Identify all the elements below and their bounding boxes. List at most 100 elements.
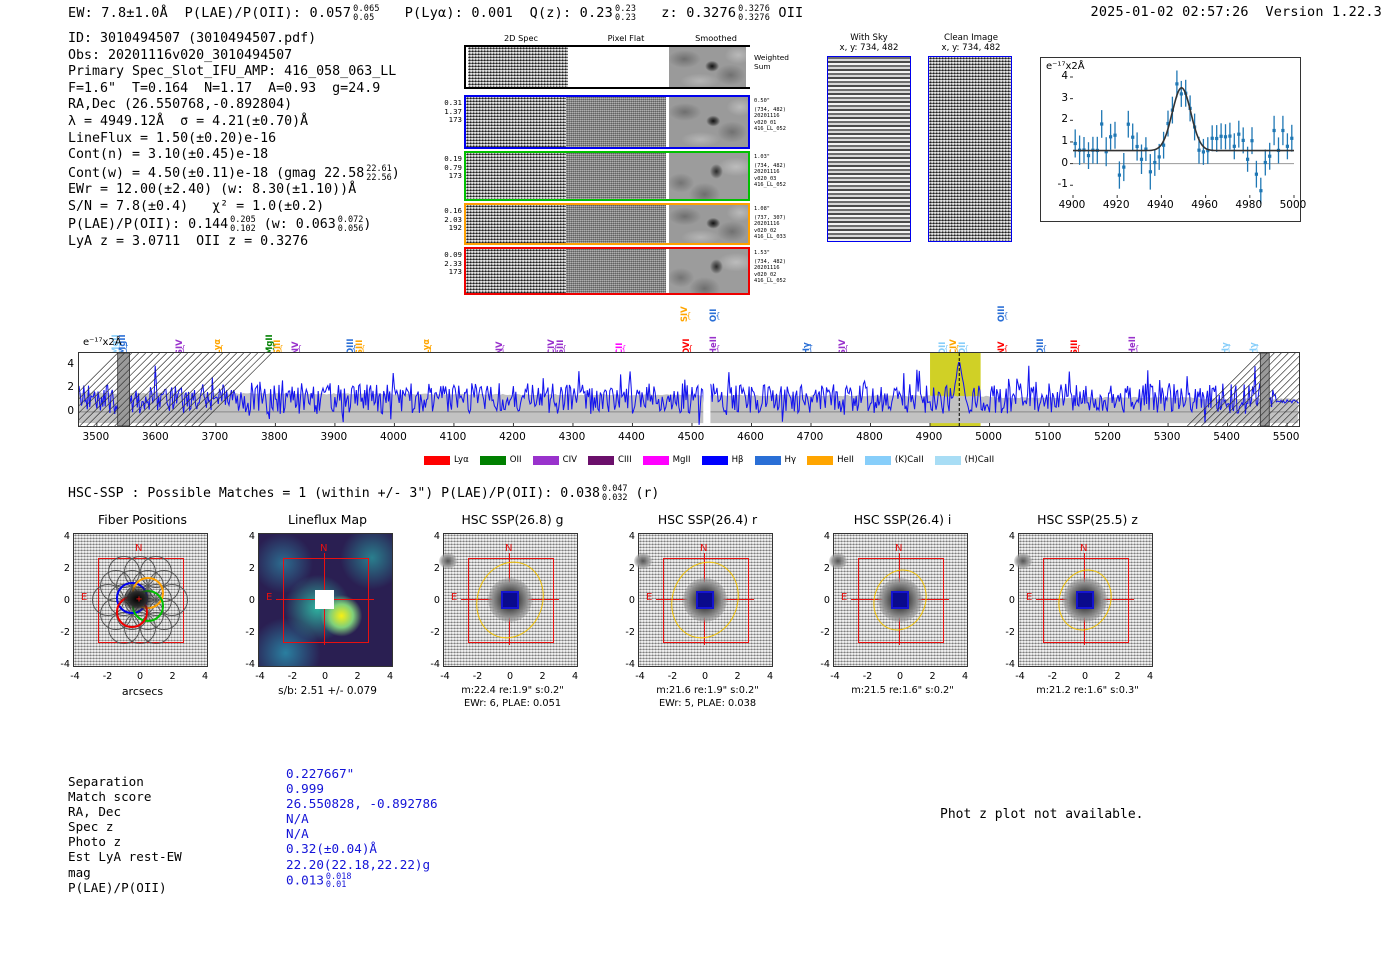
spec2d-stat: 0.09	[444, 250, 462, 259]
spec2d-row-stats: 0.19 0.79 173	[432, 154, 462, 181]
header-plae-range: 0.065 0.05	[353, 4, 380, 23]
cutout-panel: HSC SSP(26.4) i N E -4 -2 0 2 4 4 2 0 -2 -4 m:21.5 re…	[815, 512, 990, 722]
cutout-footer-photometry: m:21.6 re:1.9" s:0.2"	[656, 685, 759, 696]
spec2d-row-stats: 0.31 1.37 173	[432, 98, 462, 125]
spec2d-row-stats: 0.16 2.03 192	[432, 206, 462, 233]
spectrum-legend-item: (H)CaII	[934, 455, 994, 465]
cutout-crosshair	[258, 533, 393, 667]
cutout-ytick: 2	[63, 563, 70, 574]
cutout-xtick: 4	[1146, 671, 1154, 682]
cutout-ytick: -2	[430, 627, 440, 638]
cutout-ytick: 0	[823, 595, 830, 606]
spec2d-stat: 0.31	[444, 98, 462, 107]
cutout-ytick: 2	[433, 563, 440, 574]
spec2d-row-meta: 0.50" (734, 482) 20201116 v020_01 416_LL_052	[754, 98, 814, 133]
spectrum-line-bracket: {	[687, 344, 694, 353]
spectrum-legend-item: Lyα	[424, 455, 469, 465]
legend-swatch	[701, 455, 728, 465]
cutout-xtick: -2	[862, 671, 873, 682]
spec2d-ws-smoothed-image	[669, 47, 746, 87]
cutout-detection-box	[891, 591, 909, 609]
zoomplot-ytick: -1	[1057, 178, 1068, 191]
zoomplot-flux-units: e⁻¹⁷x2Å	[1046, 61, 1085, 72]
spectrum-xtick: 3600	[141, 431, 169, 443]
cutout-xtick: 4	[766, 671, 774, 682]
spec2d-stat: 192	[448, 223, 462, 233]
withsky-title: With Sky x, y: 734, 482	[826, 33, 912, 53]
spectrum-flux-units: e⁻¹⁷x2Å	[83, 337, 122, 348]
cutout-title: HSC SSP(26.4) i	[853, 512, 952, 527]
cutout-aperture-box	[468, 558, 554, 643]
spec2d-meta: 1.03"	[754, 154, 770, 160]
zoomplot-ytick: 4	[1061, 69, 1068, 82]
spec2d-divider	[666, 97, 669, 147]
match-value: 0.999	[286, 781, 324, 797]
cutout-xtick: 0	[506, 671, 514, 682]
cutout-xtick: -4	[830, 671, 840, 682]
cutout-footer-photometry: m:21.2 re:1.6" s:0.3"	[1036, 685, 1139, 696]
cutout-east-label: E	[451, 592, 458, 603]
cutout-north-label: N	[895, 543, 903, 554]
info-gmag-range: 22.61 22.56	[366, 163, 392, 183]
cutout-ytick: -4	[1005, 659, 1015, 670]
spectrum-line-bracket: {	[351, 344, 357, 353]
spec2d-stat: 2.33	[444, 258, 462, 268]
spec2d-2dspec-image	[466, 97, 566, 147]
cutout-footer-photometry: m:21.5 re:1.6" s:0.2"	[851, 685, 954, 696]
cutout-detection-box	[501, 591, 519, 609]
spec2d-ws-pixelflat-image	[570, 47, 668, 87]
spectrum-line-bracket: {	[1226, 344, 1232, 353]
cutout-north-label: N	[1080, 543, 1088, 554]
spec2d-2dspec-image	[466, 205, 566, 243]
spectrum-line-bracket: {	[561, 344, 567, 353]
cutout-title: HSC SSP(25.5) z	[1037, 512, 1138, 527]
match-value: 0.227667"	[286, 766, 355, 781]
legend-label: CIII	[618, 455, 632, 465]
cutout-footer-ewr: EWr: 5, PLAE: 0.038	[658, 698, 757, 709]
cutout-ytick: -4	[625, 659, 635, 670]
spec2d-stat: 0.19	[444, 154, 462, 163]
match-table-values: 0.227667" 0.999 26.550828, -0.892786 N/A N/A…	[286, 766, 438, 890]
spectrum-xtick: 5200	[1094, 431, 1121, 443]
cutout-east-label: E	[266, 592, 273, 603]
cutout-ytick: 2	[628, 563, 635, 574]
spectrum-legend-item: CIII	[588, 455, 632, 465]
info-plae: P(LAE)/P(OII): 0.144 0.205 0.102 (w: 0.063…	[68, 215, 372, 235]
spec2d-smoothed-image	[669, 249, 748, 293]
info-plae-range: 0.205 0.102	[230, 215, 256, 235]
spec2d-divider	[666, 249, 669, 293]
match-value: 26.550828, -0.892786	[286, 796, 438, 812]
cutout-footer-ewr: EWr: 6, PLAE: 0.051	[463, 698, 562, 709]
info-sn-chi2: S/N = 7.8(±0.4) χ² = 1.0(±0.2)	[68, 198, 325, 214]
legend-label: MgII	[672, 455, 691, 465]
spec2d-meta: 0.50"	[754, 98, 770, 104]
cutout-aperture-box	[663, 558, 749, 643]
spectrum-xtick: 5100	[1034, 431, 1062, 443]
zoomplot-ytick: 2	[1061, 113, 1068, 126]
spectrum-xtick: 5000	[975, 431, 1002, 443]
header-z-range: 0.3276 0.3276	[738, 4, 771, 23]
spec2d-row-stats: 0.09 2.33 173	[432, 250, 462, 277]
spec2d-pixelflat-image	[566, 205, 666, 243]
spectrum-line-bracket: {	[360, 344, 366, 353]
spectrum-line-bracket: {	[686, 311, 692, 320]
spectrum-xtick: 3700	[201, 431, 229, 443]
legend-swatch	[532, 455, 559, 465]
cutout-title: Fiber Positions	[98, 512, 187, 527]
spectrum-line-bracket: {	[1003, 311, 1009, 320]
cutout-ytick: 0	[628, 595, 635, 606]
spectrum-line-bracket: {	[1134, 344, 1140, 353]
legend-swatch	[642, 455, 669, 465]
spec2d-row-meta: 1.53" (734, 482) 20201116 v020_02 416_LL_052	[754, 250, 814, 285]
info-plae-w-range: 0.072 0.056	[337, 215, 364, 235]
cutout-ytick: 2	[823, 563, 830, 574]
zoomplot-xtick: 4900	[1058, 199, 1086, 211]
spectrum-line-bracket: {	[296, 344, 303, 353]
spectrum-line-bracket: {	[808, 344, 814, 353]
spectrum-line-bracket: {	[621, 344, 627, 353]
cutout-xtick: -2	[472, 671, 483, 682]
cutout-ytick: -2	[1005, 627, 1015, 638]
spec2d-meta: v020_01	[754, 119, 777, 126]
cutout-north-label: N	[700, 543, 708, 554]
header-qz-range: 0.23 0.23	[614, 4, 637, 23]
